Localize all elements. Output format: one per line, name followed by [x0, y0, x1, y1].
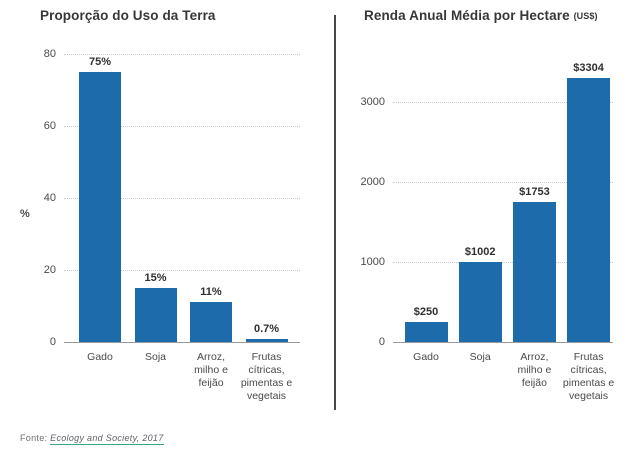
source-prefix: Fonte:	[20, 433, 48, 443]
y-tick-label: 1000	[360, 255, 385, 268]
chart-title-text: Renda Anual Média por Hectare	[364, 8, 570, 23]
bar	[404, 322, 448, 342]
bar-value-label: 11%	[200, 286, 222, 299]
bar-value-label: $1002	[464, 245, 496, 258]
gridline	[393, 262, 613, 263]
bar-value-label: $1753	[519, 185, 550, 198]
category-label: Frutas cítricas, pimentas e vegetais	[562, 351, 615, 402]
bar	[245, 339, 288, 342]
category-label: Arroz, milho e feijão	[517, 351, 552, 389]
bar	[190, 302, 232, 342]
y-tick-label: 0	[49, 335, 56, 348]
bar	[512, 201, 556, 342]
chart-income-per-hectare: Renda Anual Média por Hectare (US$) 0 100…	[340, 0, 640, 430]
bar	[134, 288, 177, 342]
y-tick-label: 2000	[360, 175, 385, 188]
bar-value-label: 75%	[88, 56, 112, 68]
y-tick-label: 20	[43, 263, 56, 276]
y-tick-label: 40	[43, 191, 56, 204]
category-label: Gado	[413, 351, 439, 363]
category-label: Soja	[469, 351, 491, 363]
x-axis-line	[393, 342, 613, 343]
chart-title-text: Proporção do Uso da Terra	[40, 8, 216, 23]
gridline	[64, 270, 300, 271]
chart-title: Renda Anual Média por Hectare (US$)	[364, 8, 598, 23]
y-tick-label: 80	[43, 47, 56, 60]
x-axis-line	[64, 342, 300, 343]
category-label: Frutas cítricas, pimentas e vegetais	[240, 351, 293, 402]
gridline	[64, 126, 300, 127]
chart-title: Proporção do Uso da Terra	[40, 8, 216, 23]
y-tick-label: 60	[43, 119, 56, 132]
category-label: Arroz, milho e feijão	[194, 351, 228, 389]
gridline	[64, 198, 300, 199]
y-axis-label: %	[20, 208, 30, 220]
gridline	[393, 182, 613, 183]
source-link[interactable]: Ecology and Society, 2017	[50, 433, 164, 445]
bar	[79, 72, 121, 342]
bar	[567, 77, 611, 342]
gridline	[393, 102, 613, 103]
category-label: Soja	[144, 351, 166, 363]
chart-land-use-proportion: Proporção do Uso da Terra 0 20 40 60 80% 75% G…	[0, 0, 338, 430]
y-tick-label: 0	[378, 335, 385, 348]
bar-value-label: 15%	[144, 272, 167, 284]
gridline	[64, 54, 300, 55]
y-tick-label: 3000	[360, 95, 385, 108]
chart-title-currency-suffix: (US$)	[573, 11, 598, 21]
bar-value-label: 0.7%	[253, 323, 280, 336]
bar-value-label: $250	[413, 306, 439, 318]
panel-divider	[334, 15, 336, 410]
source-note: Fonte: Ecology and Society, 2017	[20, 433, 164, 445]
category-label: Gado	[87, 351, 113, 363]
bar	[458, 261, 502, 342]
bar-value-label: $3304	[573, 61, 604, 74]
